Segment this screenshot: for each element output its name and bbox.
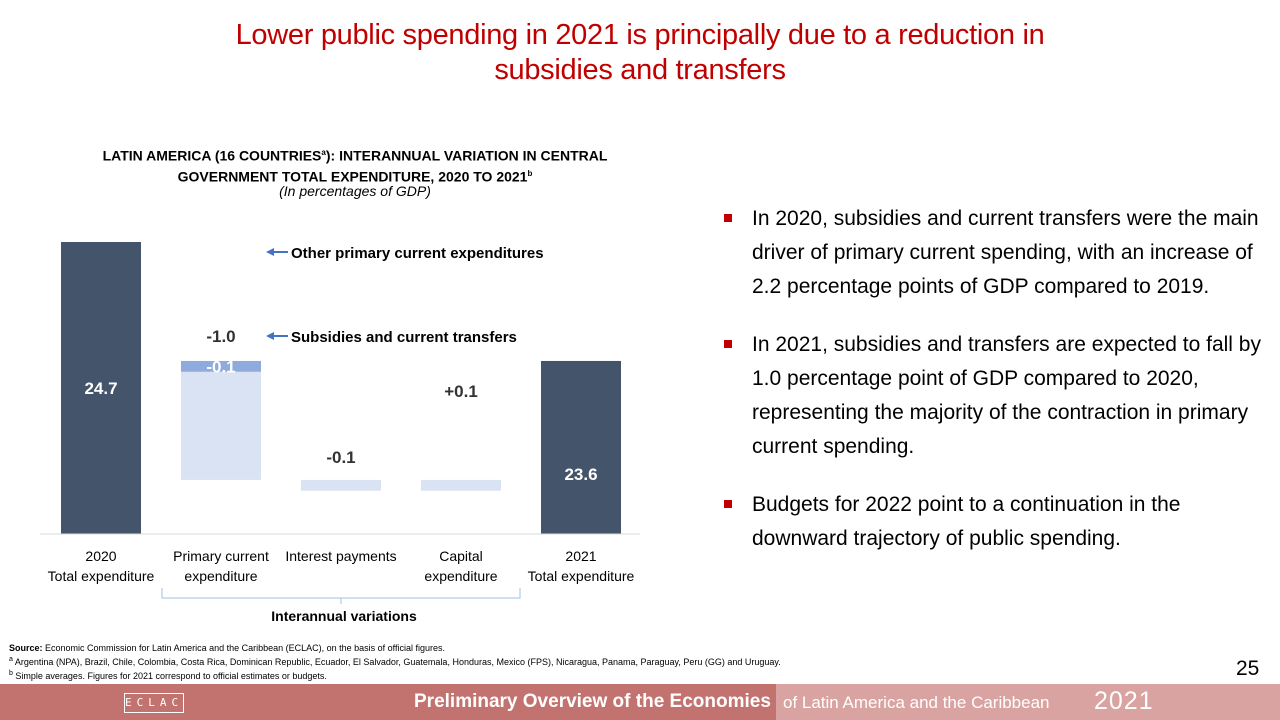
chart-title-sup-a: a xyxy=(321,148,326,157)
chart-title-line1-end: ): INTERANNUAL VARIATION IN CENTRAL xyxy=(325,147,608,164)
category-label-line2: Total expenditure xyxy=(48,568,155,584)
source-text: Economic Commission for Latin America an… xyxy=(42,643,446,653)
slide-title-line1: Lower public spending in 2021 is princip… xyxy=(235,19,1045,51)
footnotes: Source: Economic Commission for Latin Am… xyxy=(9,642,1209,682)
group-bracket xyxy=(161,588,521,604)
footnote-b-text: Simple averages. Figures for 2021 corres… xyxy=(12,671,327,681)
bar-label-interest: -0.1 xyxy=(326,448,355,467)
chart-title: LATIN AMERICA (16 COUNTRIESa): INTERANNU… xyxy=(40,144,670,185)
footer-right-band xyxy=(776,684,1280,720)
bar-total-2020 xyxy=(61,242,141,534)
group-label: Interannual variations xyxy=(271,608,417,624)
slide-title: Lower public spending in 2021 is princip… xyxy=(160,18,1120,88)
page-number: 25 xyxy=(1236,657,1260,680)
bar-total-2021 xyxy=(541,360,621,534)
footnote-a: a Argentina (NPA), Brazil, Chile, Colomb… xyxy=(9,654,1209,668)
footnote-a-text: Argentina (NPA), Brazil, Chile, Colombia… xyxy=(12,657,781,667)
bullet-text: Budgets for 2022 point to a continuation… xyxy=(752,493,1181,550)
bar-label-other-primary: -0.1 xyxy=(206,357,235,376)
source-label: Source: xyxy=(9,643,43,653)
bullet-list: In 2020, subsidies and current transfers… xyxy=(722,202,1262,580)
bar-interest xyxy=(301,479,381,491)
annotation-arrow-head xyxy=(266,332,274,340)
bar-capital xyxy=(421,479,501,491)
annotation-label: Subsidies and current transfers xyxy=(291,329,517,346)
bullet-text: In 2021, subsidies and transfers are exp… xyxy=(752,333,1261,458)
bar-label-total-2021: 23.6 xyxy=(564,465,597,484)
bullet-item: Budgets for 2022 point to a continuation… xyxy=(722,488,1262,556)
footer-main-title: Preliminary Overview of the Economies xyxy=(414,691,771,712)
chart-title-line2: GOVERNMENT TOTAL EXPENDITURE, 2020 TO 20… xyxy=(177,168,528,185)
annotation-label: Other primary current expenditures xyxy=(291,245,544,262)
category-label-line2: expenditure xyxy=(424,568,497,584)
annotation-arrow-head xyxy=(266,248,274,256)
bullet-square-icon xyxy=(724,500,732,508)
category-label-line1: 2021 xyxy=(565,548,596,564)
bullet-square-icon xyxy=(724,340,732,348)
category-label-line2: Total expenditure xyxy=(528,568,635,584)
footnote-a-mark: a xyxy=(9,656,13,663)
category-label-line1: Primary current xyxy=(173,548,269,564)
eclac-logo: ECLAC xyxy=(124,693,184,713)
bar-label-capital: +0.1 xyxy=(444,382,478,401)
footer-left-band xyxy=(0,684,776,720)
bar-label-subsidies: -1.0 xyxy=(206,327,235,346)
source-note: Source: Economic Commission for Latin Am… xyxy=(9,642,1209,654)
footer-year: 2021 xyxy=(1094,687,1154,715)
bar-label-total-2020: 24.7 xyxy=(84,379,117,398)
bullet-text: In 2020, subsidies and current transfers… xyxy=(752,207,1259,298)
footnote-b: b Simple averages. Figures for 2021 corr… xyxy=(9,668,1209,682)
footer-subtitle: of Latin America and the Caribbean xyxy=(783,693,1050,712)
footer-bar xyxy=(0,684,1280,720)
footnote-b-mark: b xyxy=(9,670,13,677)
bar-subsidies xyxy=(181,371,261,480)
category-label-line1: Capital xyxy=(439,548,483,564)
chart-subtitle: (In percentages of GDP) xyxy=(279,183,431,199)
category-label-line1: 2020 xyxy=(85,548,116,564)
bar-other-primary xyxy=(181,360,261,372)
bullet-item: In 2020, subsidies and current transfers… xyxy=(722,202,1262,304)
chart-title-sup-b: b xyxy=(527,168,533,178)
category-label-line2: expenditure xyxy=(184,568,257,584)
slide-title-line2: subsidies and transfers xyxy=(494,54,786,86)
category-label-line1: Interest payments xyxy=(285,548,396,564)
bullet-item: In 2021, subsidies and transfers are exp… xyxy=(722,328,1262,464)
chart-title-line1: LATIN AMERICA (16 COUNTRIES xyxy=(102,147,322,164)
bullet-square-icon xyxy=(724,214,732,222)
